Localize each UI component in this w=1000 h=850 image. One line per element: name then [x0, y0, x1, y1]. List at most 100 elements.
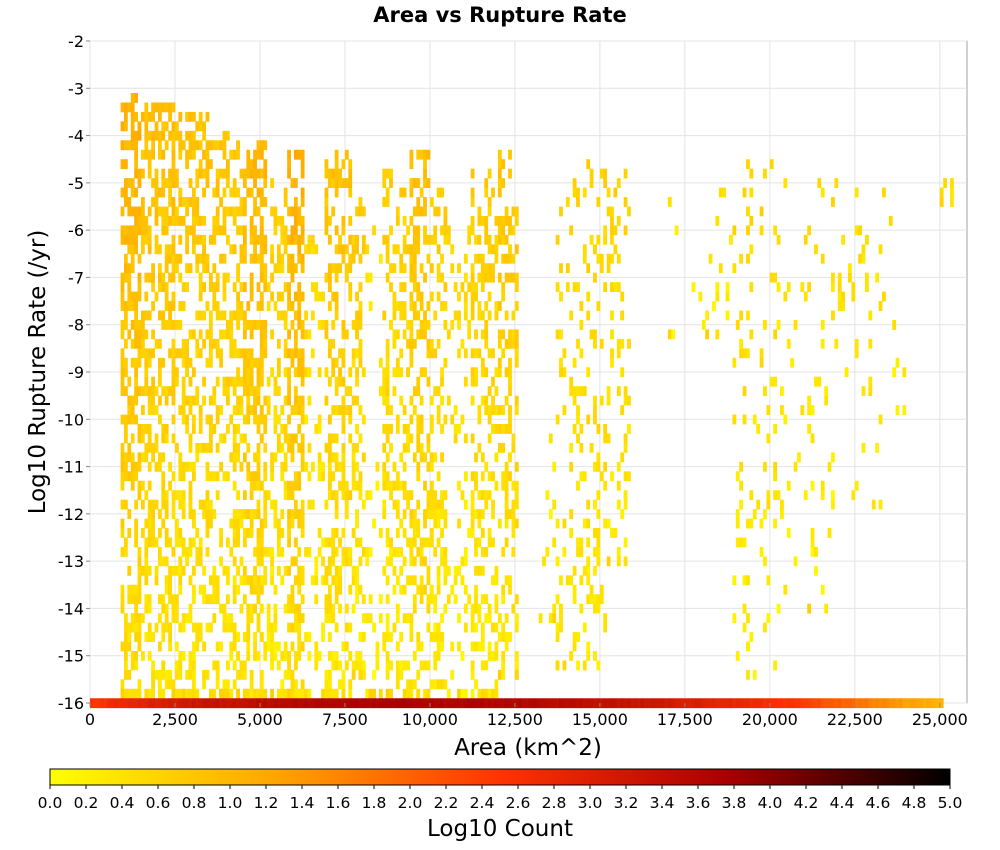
- heatmap-cell: [297, 319, 302, 330]
- heatmap-cell: [803, 234, 808, 245]
- colorbar-tick-label: 5.0: [938, 794, 963, 812]
- heatmap-cell: [120, 452, 125, 463]
- heatmap-cell: [480, 367, 485, 378]
- heatmap-cell: [134, 149, 138, 160]
- heatmap-cell: [474, 698, 478, 709]
- heatmap-cell: [123, 121, 128, 132]
- heatmap-cell: [385, 405, 390, 415]
- heatmap-cell: [283, 565, 288, 576]
- heatmap-cell: [249, 215, 254, 226]
- heatmap-cell: [480, 253, 485, 264]
- heatmap-cell: [151, 452, 155, 463]
- heatmap-cell: [236, 395, 240, 406]
- heatmap-cell: [174, 518, 179, 529]
- heatmap-cell: [253, 565, 257, 576]
- heatmap-cell: [212, 613, 217, 624]
- heatmap-cell: [134, 584, 138, 595]
- heatmap-cell: [293, 329, 298, 340]
- heatmap-cell: [198, 140, 203, 151]
- heatmap-cell: [739, 310, 744, 321]
- heatmap-cell: [222, 329, 227, 340]
- heatmap-cell: [348, 698, 353, 709]
- x-tick-label: 5,000: [237, 710, 283, 729]
- heatmap-cell: [783, 698, 788, 709]
- heatmap-cell: [208, 509, 213, 519]
- heatmap-cell: [433, 509, 438, 519]
- heatmap-cell: [154, 622, 159, 633]
- heatmap-cell: [134, 376, 138, 387]
- heatmap-cell: [783, 178, 788, 188]
- heatmap-cell: [406, 679, 410, 690]
- heatmap-cell: [171, 376, 176, 387]
- heatmap-cell: [174, 641, 179, 652]
- heatmap-cell: [586, 698, 591, 709]
- heatmap-cell: [429, 698, 434, 709]
- heatmap-cell: [249, 688, 254, 699]
- heatmap-cell: [749, 244, 754, 255]
- heatmap-cell: [834, 338, 839, 349]
- heatmap-cell: [239, 518, 244, 529]
- heatmap-cell: [195, 178, 200, 188]
- heatmap-cell: [256, 395, 261, 406]
- heatmap-cell: [331, 650, 336, 661]
- heatmap-cell: [742, 348, 747, 359]
- heatmap-cell: [497, 367, 502, 378]
- heatmap-cell: [120, 159, 125, 170]
- heatmap-cell: [433, 632, 438, 642]
- heatmap-cell: [426, 565, 431, 576]
- heatmap-cell: [766, 613, 771, 624]
- heatmap-cell: [851, 698, 856, 709]
- heatmap-cell: [293, 433, 298, 444]
- heatmap-cell: [297, 424, 302, 434]
- heatmap-cell: [225, 575, 230, 586]
- heatmap-cell: [225, 159, 230, 170]
- heatmap-cell: [895, 405, 900, 415]
- heatmap-cell: [205, 669, 210, 680]
- heatmap-cell: [348, 282, 353, 293]
- heatmap-cell: [470, 490, 475, 501]
- heatmap-cell: [610, 234, 614, 245]
- heatmap-cell: [433, 234, 438, 245]
- heatmap-cell: [331, 556, 336, 567]
- heatmap-cell: [130, 584, 135, 595]
- heatmap-cell: [586, 414, 591, 425]
- heatmap-cell: [236, 528, 240, 538]
- heatmap-cell: [382, 442, 387, 453]
- heatmap-cell: [249, 603, 254, 614]
- y-tick-label: -9: [68, 363, 84, 382]
- heatmap-cell: [399, 367, 404, 378]
- heatmap-cell: [807, 603, 812, 614]
- heatmap-cell: [759, 546, 764, 557]
- heatmap-cell: [579, 348, 584, 359]
- heatmap-cell: [157, 546, 162, 557]
- heatmap-cell: [783, 584, 788, 595]
- heatmap-cell: [293, 537, 298, 548]
- heatmap-cell: [225, 376, 230, 387]
- heatmap-cell: [273, 698, 278, 709]
- heatmap-cell: [232, 206, 237, 217]
- heatmap-cell: [348, 263, 353, 274]
- heatmap-cell: [127, 206, 132, 217]
- heatmap-cell: [287, 660, 291, 671]
- heatmap-cell: [171, 263, 176, 274]
- heatmap-cell: [412, 698, 417, 709]
- heatmap-cell: [572, 594, 577, 605]
- heatmap-cell: [623, 499, 628, 510]
- heatmap-cell: [423, 698, 427, 709]
- heatmap-cell: [351, 395, 356, 406]
- heatmap-cell: [341, 405, 346, 415]
- heatmap-cell: [599, 594, 604, 605]
- heatmap-cell: [276, 244, 281, 255]
- heatmap-cell: [215, 679, 220, 690]
- heatmap-cell: [236, 367, 240, 378]
- heatmap-cell: [338, 244, 342, 255]
- heatmap-cell: [429, 234, 434, 245]
- heatmap-cell: [127, 698, 132, 709]
- heatmap-cell: [735, 319, 740, 330]
- heatmap-cell: [202, 121, 206, 132]
- heatmap-cell: [185, 698, 189, 709]
- heatmap-cell: [263, 641, 268, 652]
- heatmap-cell: [463, 688, 468, 699]
- heatmap-cell: [732, 414, 737, 425]
- heatmap-cell: [382, 698, 387, 709]
